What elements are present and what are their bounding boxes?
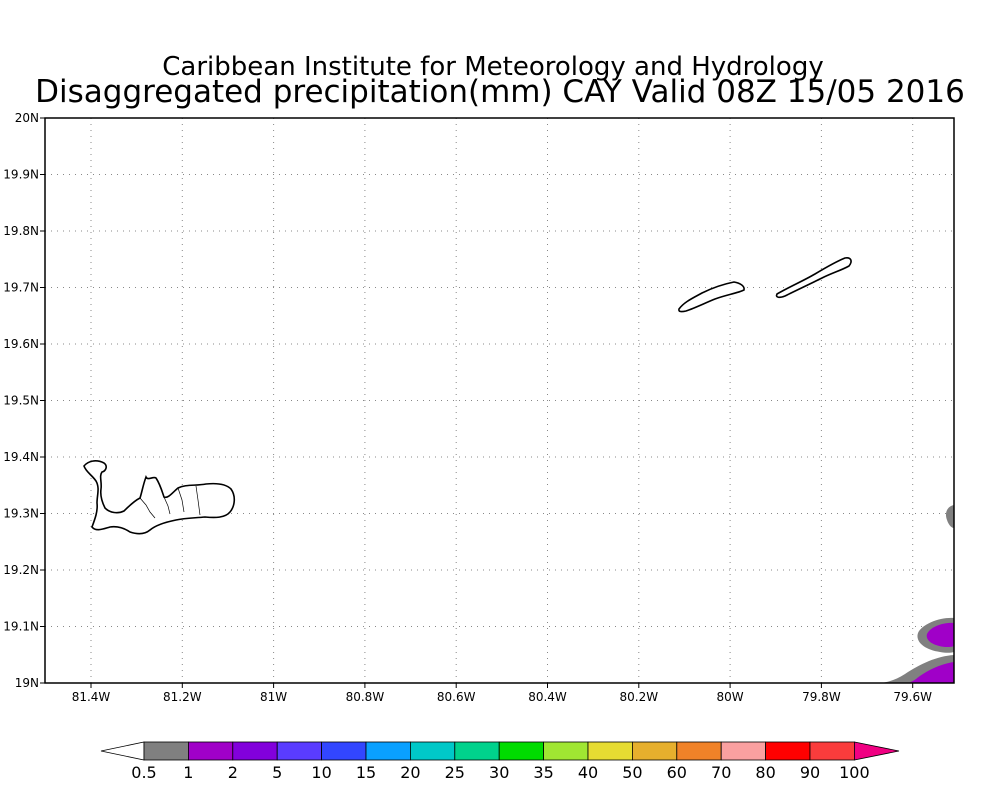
lat-label: 19.5N [3,394,39,408]
colorbar-label: 2 [228,763,238,782]
colorbar-label: 100 [839,763,870,782]
island-grand-cayman [83,460,236,535]
lat-label: 19.1N [3,620,39,634]
island-little-cayman [678,281,745,313]
colorbar-label: 25 [445,763,465,782]
colorbar-box [676,741,722,761]
island-cayman-brac [775,257,852,299]
colorbar-box [809,741,855,761]
lon-label: 80.2W [620,690,659,704]
colorbar-box [232,741,278,761]
gridlines [45,118,954,683]
colorbar-label: 80 [755,763,775,782]
colorbar-label: 1 [183,763,193,782]
lat-label: 19.8N [3,224,39,238]
colorbar-box [587,741,633,761]
colorbar-label: 60 [667,763,687,782]
lon-label: 81W [260,690,287,704]
colorbar-box [720,741,767,761]
latitude-labels: 20N 19.9N 19.8N 19.7N 19.6N 19.5N 19.4N 19.3N 19… [3,111,45,690]
colorbar: 0.5 1 2 5 10 15 20 25 30 35 40 50 60 70 80 90 100 [100,741,900,782]
colorbar-box [321,741,367,761]
colorbar-box [143,741,189,761]
lat-label: 19.2N [3,563,39,577]
colorbar-label: 40 [578,763,598,782]
lat-label: 19N [15,676,39,690]
colorbar-label: 0.5 [131,763,156,782]
lat-label: 20N [15,111,39,125]
colorbar-label: 35 [533,763,553,782]
colorbar-label: 70 [711,763,731,782]
colorbar-box [765,741,811,761]
lon-label: 80.4W [528,690,567,704]
colorbar-box [543,741,589,761]
map-plot-area [44,117,955,684]
colorbar-box [454,741,500,761]
title-line-2: Disaggregated precipitation(mm) CAY Vali… [35,74,965,110]
lon-label: 81.4W [72,690,111,704]
colorbar-label: 5 [272,763,282,782]
colorbar-box [409,741,456,761]
colorbar-label: 10 [311,763,331,782]
lon-label: 79.6W [893,690,932,704]
colorbar-low-end [100,741,145,761]
colorbar-label: 90 [800,763,820,782]
lat-label: 19.7N [3,281,39,295]
colorbar-label: 20 [400,763,420,782]
colorbar-high-end [854,741,900,761]
lon-label: 79.8W [802,690,841,704]
colorbar-label: 30 [489,763,509,782]
lon-label: 80W [717,690,744,704]
colorbar-box [365,741,411,761]
colorbar-label: 50 [622,763,642,782]
precip-shading [880,505,954,683]
colorbar-box [498,741,545,761]
lat-label: 19.3N [3,507,39,521]
colorbar-box [632,741,678,761]
lon-label: 81.2W [163,690,202,704]
lon-label: 80.8W [346,690,385,704]
lon-label: 80.6W [437,690,476,704]
lat-label: 19.9N [3,168,39,182]
colorbar-box [276,741,323,761]
title-line-1: Caribbean Institute for Meteorology and … [162,52,823,82]
colorbar-box [187,741,234,761]
lat-label: 19.6N [3,337,39,351]
longitude-labels: 81.4W 81.2W 81W 80.8W 80.6W 80.4W 80.2W 80W 79.8… [72,683,932,704]
lat-label: 19.4N [3,450,39,464]
colorbar-label: 15 [356,763,376,782]
